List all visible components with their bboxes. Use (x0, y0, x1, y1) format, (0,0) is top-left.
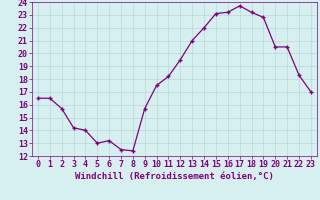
X-axis label: Windchill (Refroidissement éolien,°C): Windchill (Refroidissement éolien,°C) (75, 172, 274, 181)
